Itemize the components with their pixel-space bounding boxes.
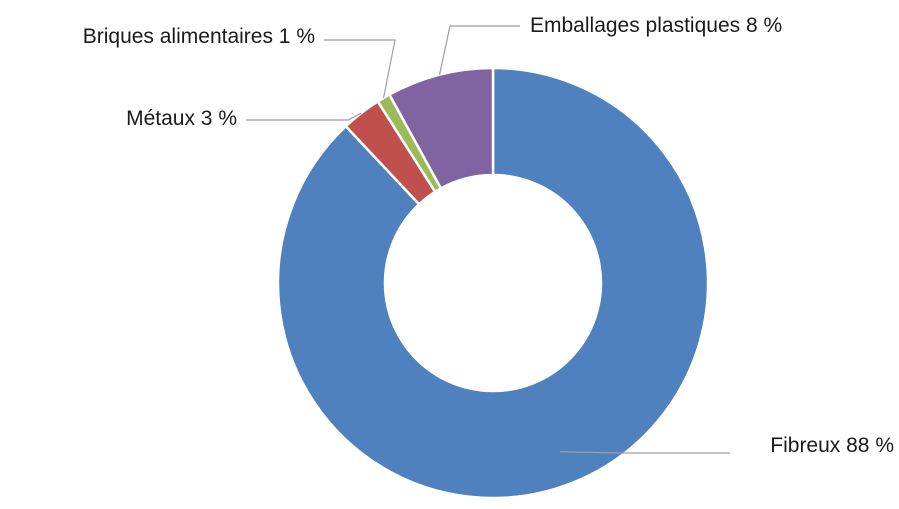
label-briques-alimentaires: Briques alimentaires 1 % xyxy=(83,25,315,48)
label-fibreux: Fibreux 88 % xyxy=(770,434,894,457)
slice-emballages-plastiques xyxy=(387,66,495,191)
leader-line-metaux xyxy=(246,112,362,121)
label-emballages-plastiques: Emballages plastiques 8 % xyxy=(530,14,782,37)
leader-line-briques-alimentaires xyxy=(324,39,396,99)
slice-fibreux xyxy=(276,66,710,500)
leader-lines xyxy=(246,25,730,454)
leader-line-emballages-plastiques xyxy=(438,25,520,75)
leader-line-fibreux xyxy=(559,451,730,454)
label-metaux: Métaux 3 % xyxy=(126,107,237,130)
donut-slices xyxy=(276,66,710,500)
